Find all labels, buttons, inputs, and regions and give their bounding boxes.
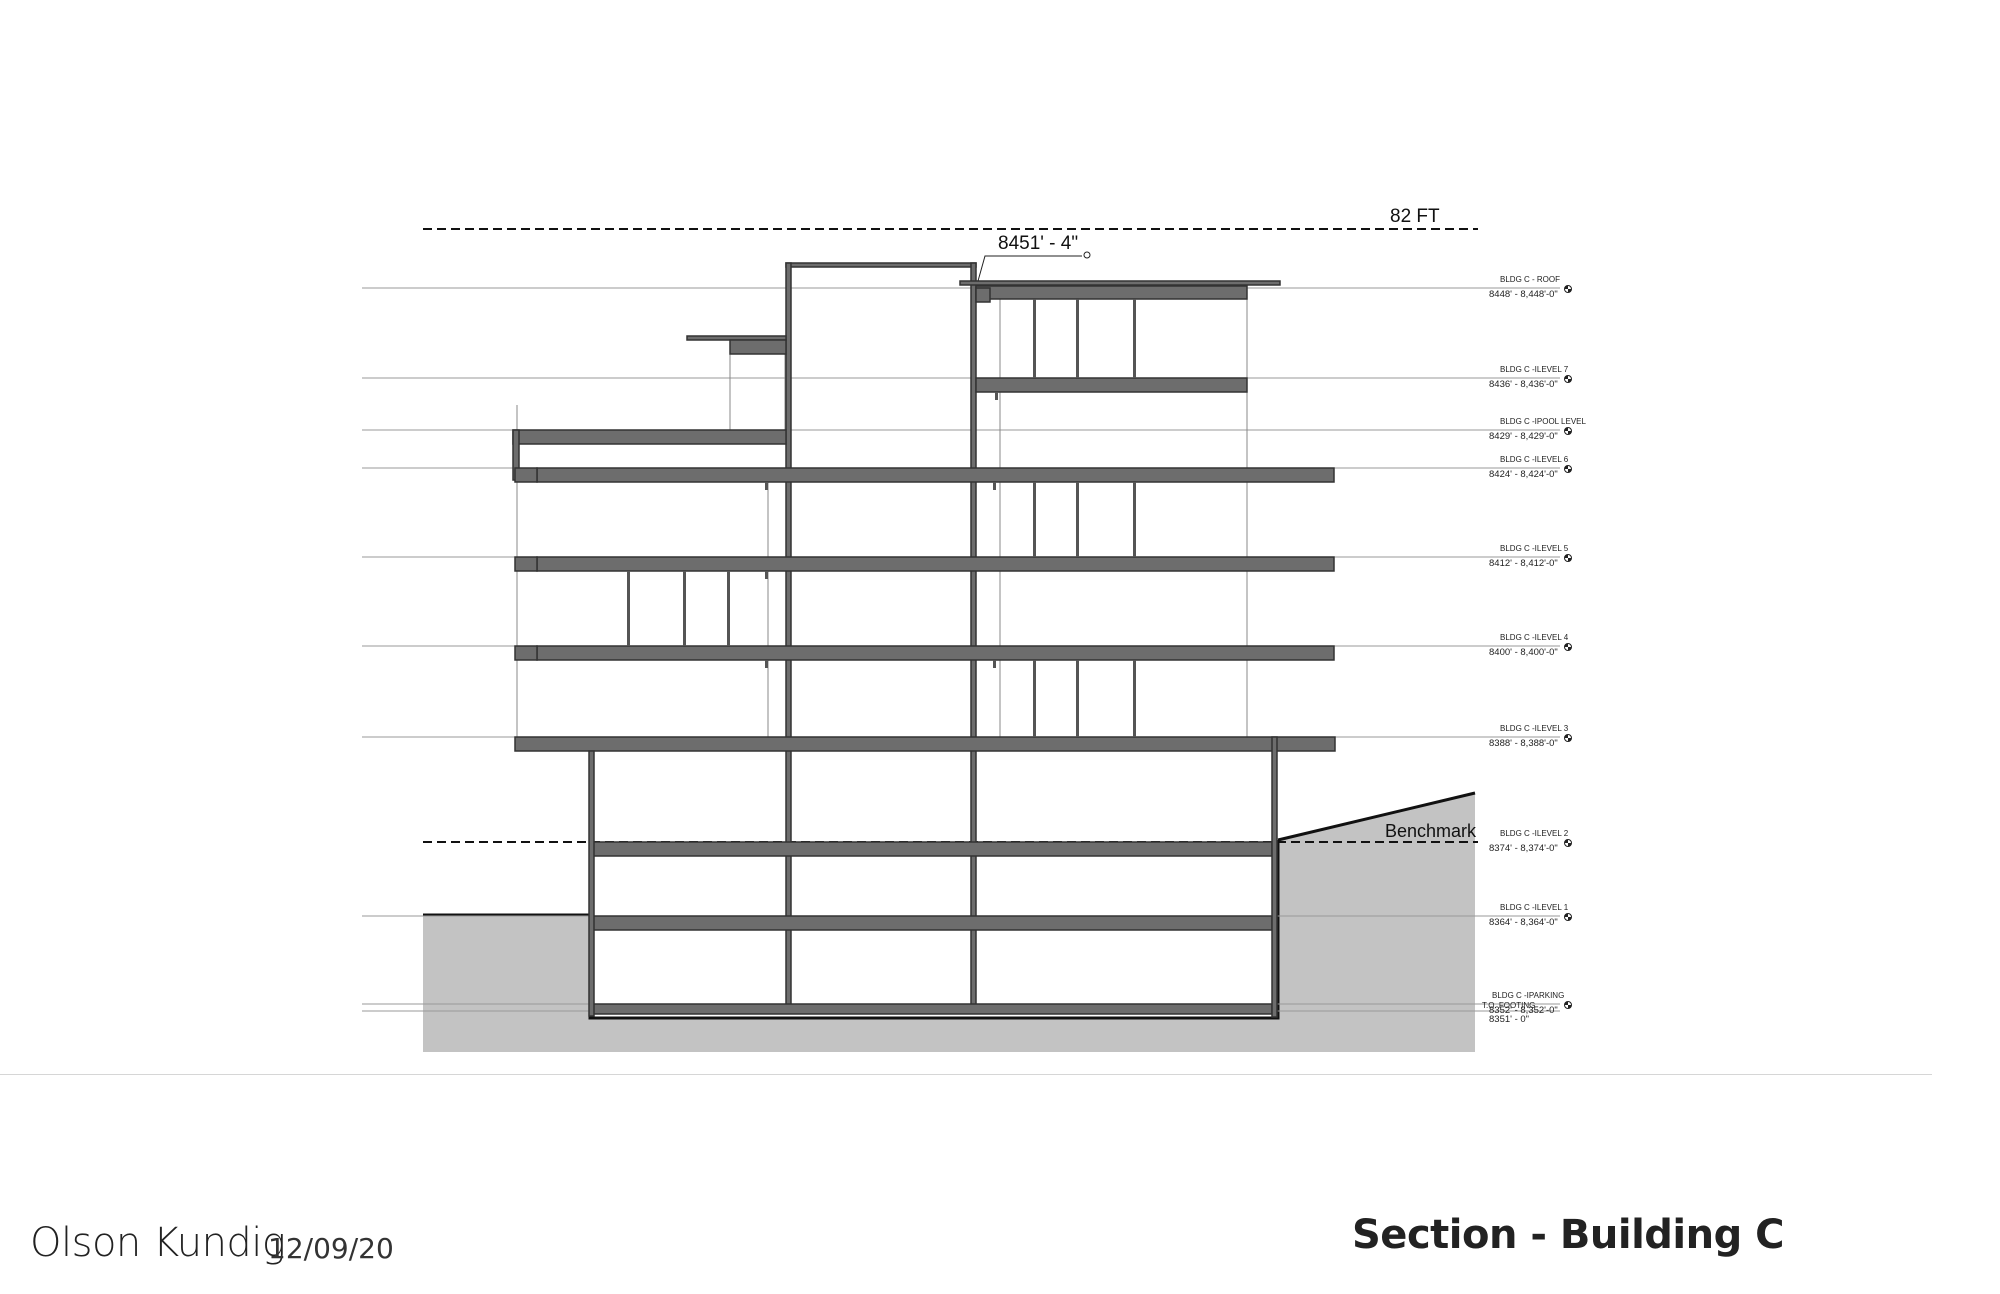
level-tag-name: T.O. FOOTING [1482,1001,1535,1010]
firm-name: Olson Kundig [30,1220,286,1266]
level-marker-icon [1564,285,1572,293]
level-tag-elevation: 8388' - 8,388'-0" [1489,738,1558,749]
basement-wall-left [588,750,595,1017]
benchmark-label: Benchmark [1385,821,1477,841]
level-tag: BLDG C -ILEVEL 5 8412' - 8,412'-0" [1489,544,1572,569]
level-marker-icon [1564,643,1572,651]
sheet-title: Section - Building C [1352,1212,1785,1258]
level-marker-icon [1564,465,1572,473]
roof-slab [975,285,1248,300]
level-marker-icon [1564,734,1572,742]
height-limit-label: 82 FT [1390,206,1440,227]
level7-slab [975,377,1248,393]
level-marker-icon [1564,1001,1572,1009]
level-tag: T.O. FOOTING 8351' - 0" [1482,1001,1535,1025]
level-tag-name: BLDG C - ROOF [1500,275,1560,284]
level-tag-name: BLDG C -ILEVEL 1 [1500,903,1569,912]
level-tag-name: BLDG C -ILEVEL 4 [1500,633,1569,642]
peak-elevation-label: 8451' - 4" [998,233,1078,254]
level-tag-elevation: 8436' - 8,436'-0" [1489,379,1558,390]
core-wall-left [785,262,792,1006]
level-tag-name: BLDG C -ILEVEL 7 [1500,365,1569,374]
level5-slab [536,556,1335,572]
level6-end [514,467,538,483]
drawing-date: 12/09/20 [268,1232,394,1265]
level-tag-name: BLDG C -IPARKING [1492,991,1564,1000]
level-tag-name: BLDG C -ILEVEL 5 [1500,544,1569,553]
glazing-lines [516,298,1248,740]
level-tag-elevation: 8351' - 0" [1489,1014,1529,1025]
ground-fill [423,791,1476,1052]
pool-level-slab [512,429,787,445]
level-tag: BLDG C -ILEVEL 2 8374' - 8,374'-0" [1489,829,1572,854]
core-top-cap [785,262,977,268]
level-tag-name: BLDG C -ILEVEL 3 [1500,724,1569,733]
level-marker-icon [1564,839,1572,847]
level-tag: BLDG C -ILEVEL 3 8388' - 8,388'-0" [1489,724,1572,749]
level5-end [514,556,538,572]
level-tag-elevation: 8364' - 8,364'-0" [1489,917,1558,928]
level-tag: BLDG C -IPARKING 8352' - 8,352'-0" [1489,991,1572,1016]
level-tag-elevation: 8400' - 8,400'-0" [1489,647,1558,658]
level-tag: BLDG C -ILEVEL 6 8424' - 8,424'-0" [1489,455,1572,480]
building-section-drawing: 82 FT 8451' - 4" Benchmark BLDG C - ROOF… [362,206,1587,1052]
canopy-body [729,339,787,355]
level-tag: BLDG C -ILEVEL 1 8364' - 8,364'-0" [1489,903,1572,928]
level-tags: BLDG C - ROOF 8448' - 8,448'-0" BLDG C -IL… [1482,275,1587,1025]
level-marker-icon [1564,554,1572,562]
level3-slab [514,736,1336,752]
level-tag-elevation: 8429' - 8,429'-0" [1489,431,1558,442]
level1-slab [592,915,1273,931]
level6-slab [536,467,1335,483]
mullions [627,299,1136,737]
level4-slab [536,645,1335,661]
core-wall-right [970,262,977,1006]
peak-elevation-leader [977,251,1091,282]
roof-parapet [975,287,991,303]
level2-slab [592,841,1273,857]
building-structure [512,262,1336,1018]
level-tag-name: BLDG C -ILEVEL 2 [1500,829,1569,838]
level-marker-icon [1564,427,1572,435]
level-tag-elevation: 8412' - 8,412'-0" [1489,558,1558,569]
level-tag-elevation: 8424' - 8,424'-0" [1489,469,1558,480]
level-tag: BLDG C - ROOF 8448' - 8,448'-0" [1489,275,1572,300]
level-tag-name: BLDG C -ILEVEL 6 [1500,455,1569,464]
level-tag-elevation: 8374' - 8,374'-0" [1489,843,1558,854]
roof-cap-edge [959,280,1281,286]
level4-end [514,645,538,661]
level-marker-icon [1564,913,1572,921]
level-tag: BLDG C -ILEVEL 4 8400' - 8,400'-0" [1489,633,1572,658]
level-tag: BLDG C -IPOOL LEVEL 8429' - 8,429'-0" [1489,417,1587,442]
level-tag: BLDG C -ILEVEL 7 8436' - 8,436'-0" [1489,365,1572,390]
level-tag-elevation: 8448' - 8,448'-0" [1489,289,1558,300]
level-tag-name: BLDG C -IPOOL LEVEL [1500,417,1587,426]
level-tag-elevation: 8352' - 8,352'-0" [1489,1005,1558,1016]
footer-divider [0,1074,1932,1075]
basement-wall-right [1271,736,1278,1018]
level-marker-icon [1564,375,1572,383]
parking-slab [592,1003,1273,1015]
